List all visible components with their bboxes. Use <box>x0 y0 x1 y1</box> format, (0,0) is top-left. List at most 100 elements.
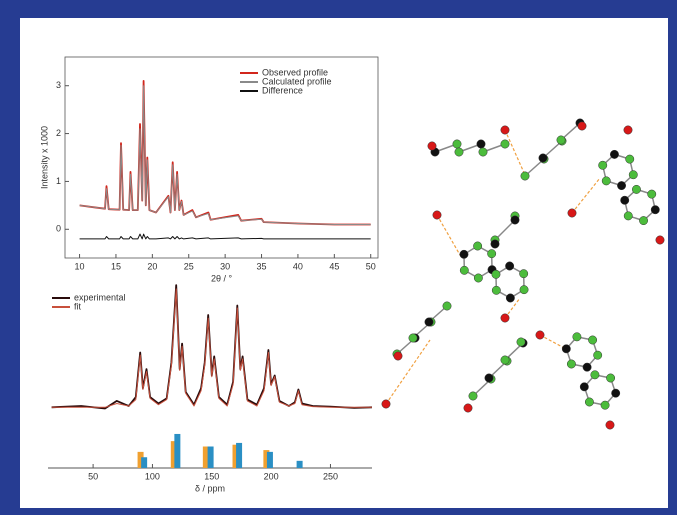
bond <box>494 219 516 241</box>
bar <box>266 451 273 468</box>
x-tick-label: 15 <box>111 261 121 271</box>
atom <box>454 147 464 157</box>
x-tick-label: 10 <box>75 261 85 271</box>
atom <box>510 215 520 225</box>
x-tick-label: 150 <box>204 471 219 481</box>
atom <box>520 171 530 181</box>
atom <box>427 141 437 151</box>
atom <box>476 139 486 149</box>
x-tick-label: 100 <box>145 471 160 481</box>
atom <box>623 211 633 221</box>
hydrogen-bond <box>436 214 461 256</box>
atom <box>490 239 500 249</box>
h-bonds <box>385 129 601 405</box>
atom <box>500 313 510 323</box>
bar <box>170 441 177 468</box>
atom <box>610 149 619 159</box>
atom <box>408 333 418 343</box>
atom <box>584 397 594 407</box>
hydrogen-bond <box>571 177 601 214</box>
atom <box>572 332 582 342</box>
atom <box>617 181 626 191</box>
atom <box>590 370 600 380</box>
series-line <box>51 288 372 408</box>
series-line <box>79 233 371 240</box>
atom <box>519 285 529 295</box>
atom <box>516 337 526 347</box>
hydrogen-bond <box>385 339 431 405</box>
y-tick-label: 1 <box>56 176 61 186</box>
atom <box>611 388 621 398</box>
atom <box>473 273 483 283</box>
y-tick-label: 2 <box>56 128 61 138</box>
bar <box>137 451 144 468</box>
atom <box>500 139 510 149</box>
atom <box>442 301 452 311</box>
chart: 50 100 150 200 250 δ / ppm <box>48 433 372 493</box>
atom <box>432 210 442 220</box>
panel <box>20 18 668 508</box>
atom <box>628 170 638 180</box>
atom <box>639 216 648 226</box>
atom <box>577 121 587 131</box>
atom <box>620 195 630 205</box>
atom <box>582 362 592 372</box>
atom <box>650 205 660 215</box>
atom <box>505 293 515 303</box>
atom <box>600 400 610 410</box>
atom <box>500 125 510 135</box>
atom <box>647 189 657 199</box>
atom <box>567 208 577 218</box>
x-tick-label: 40 <box>293 261 303 271</box>
atom <box>601 176 611 186</box>
x-tick-label: 30 <box>220 261 230 271</box>
atom <box>424 317 434 327</box>
x-tick-label: 50 <box>366 261 376 271</box>
x-tick-label: 20 <box>147 261 157 271</box>
plot-frame <box>64 56 379 259</box>
hydrogen-bond <box>504 129 526 176</box>
legend-label: Difference <box>262 85 303 95</box>
atom <box>632 184 641 194</box>
legend-label: Calculated profile <box>262 76 332 86</box>
atom <box>452 139 462 149</box>
atom <box>605 420 615 430</box>
x-tick-label: 50 <box>88 471 98 481</box>
atom <box>623 125 633 135</box>
atom <box>491 285 501 295</box>
x-axis-label: 2θ / ° <box>211 273 233 283</box>
x-tick-label: 35 <box>257 261 267 271</box>
atom <box>473 241 483 251</box>
atom <box>535 330 545 340</box>
atom <box>519 269 529 279</box>
series-line <box>79 85 371 225</box>
atoms <box>381 118 665 430</box>
bar <box>174 433 181 468</box>
atom <box>561 344 571 354</box>
atom <box>606 373 616 383</box>
atom <box>500 355 510 365</box>
atom <box>655 235 665 245</box>
atom <box>468 391 478 401</box>
bar <box>207 446 214 468</box>
atom <box>459 249 469 259</box>
atom <box>593 350 603 360</box>
y-tick-label: 0 <box>56 224 61 234</box>
bar <box>236 442 243 468</box>
bar <box>141 457 148 468</box>
atom <box>556 135 566 145</box>
legend-label: experimental <box>74 292 126 302</box>
atom <box>538 153 548 163</box>
atom <box>598 160 608 170</box>
bar <box>232 444 239 468</box>
atom <box>459 265 469 275</box>
legend-label: fit <box>74 301 82 311</box>
atom <box>625 154 635 164</box>
bar <box>296 460 303 468</box>
atom <box>487 249 497 259</box>
x-tick-label: 200 <box>264 471 279 481</box>
atom <box>484 373 494 383</box>
molecule <box>381 118 665 430</box>
